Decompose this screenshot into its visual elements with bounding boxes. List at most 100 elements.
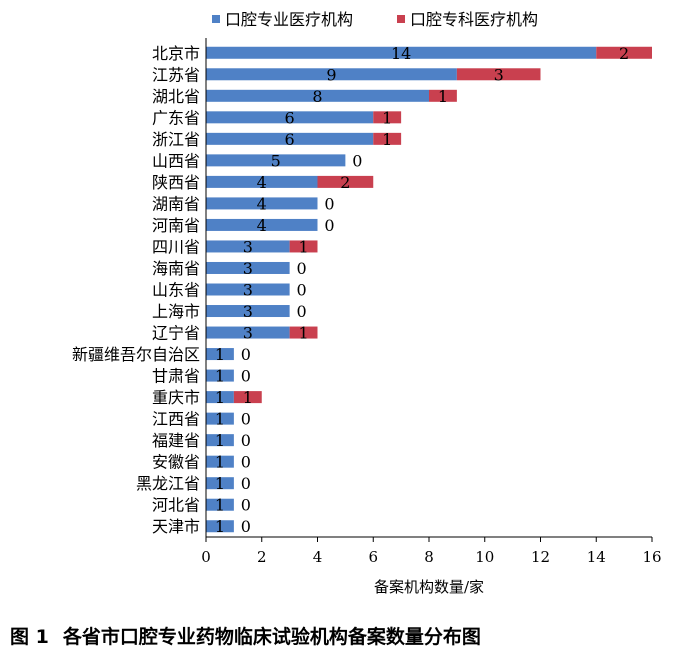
data-label: 3 <box>243 281 253 300</box>
x-tick-label: 2 <box>257 548 267 566</box>
category-label: 浙江省 <box>152 130 200 149</box>
x-tick-label: 10 <box>475 548 494 566</box>
data-label: 0 <box>297 259 307 278</box>
category-label: 福建省 <box>152 431 200 450</box>
caption-text: 各省市口腔专业药物临床试验机构备案数量分布图 <box>62 626 481 648</box>
bar-segment <box>206 498 234 511</box>
data-label: 3 <box>243 237 253 256</box>
category-label: 山西省 <box>152 151 200 170</box>
data-label: 1 <box>215 431 225 450</box>
data-label: 0 <box>241 367 251 386</box>
data-label: 0 <box>241 496 251 515</box>
category-label: 北京市 <box>152 44 200 63</box>
data-label: 0 <box>241 453 251 472</box>
data-label: 1 <box>382 108 392 127</box>
legend-label: 口腔专科医疗机构 <box>410 10 538 29</box>
data-label: 1 <box>215 453 225 472</box>
bar-segment <box>206 391 234 404</box>
legend-swatch <box>212 15 220 23</box>
bar-segment <box>206 197 318 210</box>
category-label: 新疆维吾尔自治区 <box>72 345 200 364</box>
data-label: 1 <box>215 388 225 407</box>
bar-segment <box>206 154 346 167</box>
bar-segment <box>233 391 262 404</box>
bar-segment <box>206 240 290 253</box>
data-label: 1 <box>215 496 225 515</box>
x-tick-label: 16 <box>642 548 661 566</box>
category-label: 陕西省 <box>152 173 200 192</box>
x-tick-label: 8 <box>424 548 434 566</box>
data-label: 14 <box>391 44 411 63</box>
x-tick-label: 6 <box>368 548 378 566</box>
data-label: 0 <box>241 474 251 493</box>
bar-segment <box>373 132 402 145</box>
data-label: 2 <box>340 173 350 192</box>
data-label: 1 <box>215 517 225 536</box>
data-label: 2 <box>619 44 629 63</box>
bar-segment <box>206 283 290 296</box>
bar-segment <box>373 111 402 124</box>
bar-segment <box>206 477 234 490</box>
bar-segment <box>206 175 318 188</box>
x-tick-label: 12 <box>531 548 550 566</box>
chart: 口腔专业医疗机构 口腔专科医疗机构 北京市 14 2 江苏省 9 3 湖北省 8 1 广东省 6 1 浙江省… <box>72 10 662 596</box>
bar-segment <box>456 68 541 81</box>
category-label: 河南省 <box>152 216 200 235</box>
data-label: 3 <box>243 324 253 343</box>
bar-segment <box>317 175 374 188</box>
data-label: 6 <box>285 130 295 149</box>
data-label: 1 <box>438 87 448 106</box>
category-label: 山东省 <box>152 281 200 300</box>
category-label: 甘肃省 <box>152 367 200 386</box>
category-label: 湖南省 <box>152 194 200 213</box>
category-label: 上海市 <box>152 302 200 321</box>
data-label: 4 <box>257 216 267 235</box>
bar-segment <box>206 520 234 533</box>
data-label: 3 <box>243 259 253 278</box>
bar-segment <box>206 132 374 145</box>
data-label: 1 <box>298 324 308 343</box>
x-tick-label: 0 <box>201 548 211 566</box>
data-label: 1 <box>215 345 225 364</box>
category-label: 江苏省 <box>152 65 200 84</box>
data-label: 1 <box>215 474 225 493</box>
bar-segment <box>289 326 318 339</box>
bar-segment <box>596 46 652 59</box>
bar-segment <box>206 326 290 339</box>
bar-segment <box>289 240 318 253</box>
bar-segment <box>206 305 290 318</box>
data-label: 9 <box>326 65 336 84</box>
bar-segment <box>429 89 457 102</box>
bar-segment <box>206 111 374 124</box>
category-label: 广东省 <box>152 108 200 127</box>
data-label: 1 <box>243 388 253 407</box>
data-label: 0 <box>297 281 307 300</box>
x-axis-title: 备案机构数量/家 <box>374 578 484 596</box>
data-label: 4 <box>257 194 267 213</box>
bar-segment <box>206 89 429 102</box>
data-label: 1 <box>215 367 225 386</box>
bar-segment <box>206 369 234 382</box>
data-label: 0 <box>241 345 251 364</box>
category-label: 天津市 <box>152 517 200 536</box>
bar-segment <box>206 348 234 361</box>
bar-segment <box>206 412 234 425</box>
legend-label: 口腔专业医疗机构 <box>225 10 353 29</box>
data-label: 5 <box>271 151 281 170</box>
category-label: 江西省 <box>152 410 200 429</box>
data-label: 1 <box>298 237 308 256</box>
category-label: 河北省 <box>152 496 200 515</box>
bar-segment <box>206 455 234 468</box>
data-label: 0 <box>241 517 251 536</box>
bar-segment <box>206 434 234 447</box>
data-label: 1 <box>215 410 225 429</box>
data-label: 1 <box>382 130 392 149</box>
data-label: 3 <box>494 65 504 84</box>
bar-segment <box>206 46 597 59</box>
data-label: 0 <box>352 151 362 170</box>
x-tick-label: 4 <box>313 548 323 566</box>
category-label: 湖北省 <box>152 87 200 106</box>
category-label: 辽宁省 <box>152 324 200 343</box>
x-tick-label: 14 <box>587 548 606 566</box>
